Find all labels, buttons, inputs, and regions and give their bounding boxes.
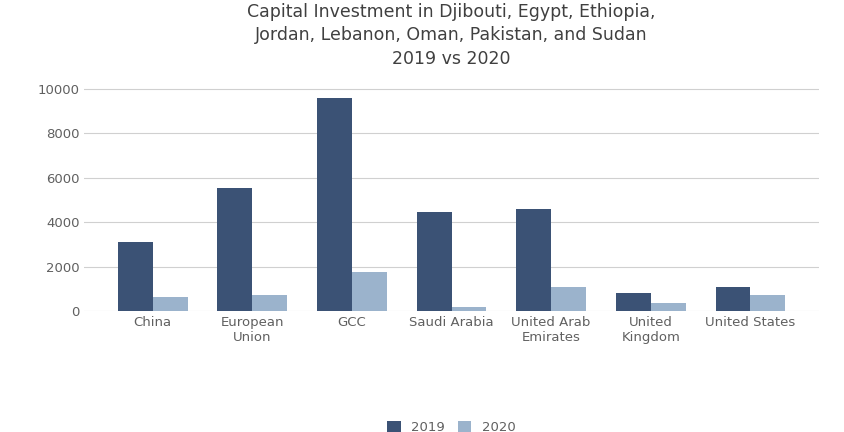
Bar [153, 297, 187, 311]
Bar [750, 295, 785, 311]
Bar [352, 272, 387, 311]
Bar [616, 293, 651, 311]
Bar [417, 212, 452, 311]
Bar [118, 242, 153, 311]
Bar [651, 303, 685, 311]
Bar [551, 286, 586, 311]
Bar [218, 188, 252, 311]
Bar [517, 209, 551, 311]
Bar [252, 295, 287, 311]
Bar [452, 307, 486, 311]
Legend: 2019, 2020: 2019, 2020 [382, 416, 521, 432]
Bar [317, 98, 352, 311]
Bar [716, 286, 750, 311]
Title: Capital Investment in Djibouti, Egypt, Ethiopia,
Jordan, Lebanon, Oman, Pakistan: Capital Investment in Djibouti, Egypt, E… [247, 3, 656, 68]
